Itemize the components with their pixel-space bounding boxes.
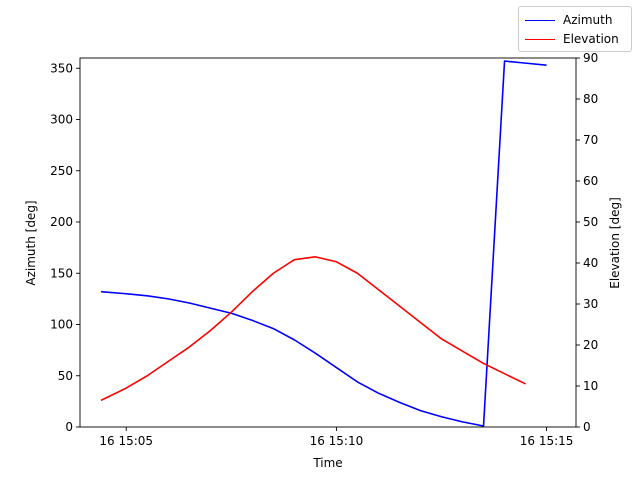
right-y-tick-label: 40: [583, 256, 598, 270]
x-tick-label: 16 15:15: [520, 434, 574, 448]
plot-frame: [79, 57, 577, 428]
left-y-tick-label: 350: [50, 61, 73, 75]
legend-item-elevation: Elevation: [525, 30, 619, 48]
x-axis-label: Time: [312, 456, 342, 470]
left-y-tick-label: 250: [50, 164, 73, 178]
right-y-tick-label: 50: [583, 215, 598, 229]
plot-area: [79, 57, 577, 428]
right-y-tick-label: 0: [583, 420, 591, 434]
right-y-axis: 0 10 20 30 40 50 60 70 80 90: [576, 51, 598, 434]
left-y-axis-label: Azimuth [deg]: [24, 200, 38, 285]
left-y-tick-label: 0: [65, 420, 73, 434]
legend-label-elevation: Elevation: [563, 32, 619, 46]
right-y-tick-label: 10: [583, 379, 598, 393]
right-y-tick-label: 20: [583, 338, 598, 352]
right-y-axis-label: Elevation [deg]: [608, 197, 622, 289]
left-y-tick-label: 300: [50, 113, 73, 127]
legend-swatch-elevation: [525, 38, 555, 40]
left-y-tick-label: 100: [50, 318, 73, 332]
left-y-tick-label: 200: [50, 215, 73, 229]
legend: Azimuth Elevation: [518, 6, 632, 52]
left-y-tick-label: 50: [58, 369, 73, 383]
right-y-tick-label: 70: [583, 133, 598, 147]
legend-item-azimuth: Azimuth: [525, 11, 612, 29]
right-y-tick-label: 60: [583, 174, 598, 188]
x-axis: 16 15:05 16 15:10 16 15:15: [99, 427, 573, 448]
series-line-azimuth: [100, 60, 547, 427]
x-tick-label: 16 15:10: [310, 434, 364, 448]
right-y-tick-label: 90: [583, 51, 598, 65]
x-tick-label: 16 15:05: [99, 434, 153, 448]
left-y-tick-label: 150: [50, 266, 73, 280]
right-y-tick-label: 80: [583, 92, 598, 106]
right-y-tick-label: 30: [583, 297, 598, 311]
left-y-axis: 0 50 100 150 200 250 300 350: [50, 61, 80, 434]
series-line-elevation: [100, 256, 526, 402]
legend-label-azimuth: Azimuth: [563, 13, 613, 27]
legend-swatch-azimuth: [525, 19, 555, 21]
